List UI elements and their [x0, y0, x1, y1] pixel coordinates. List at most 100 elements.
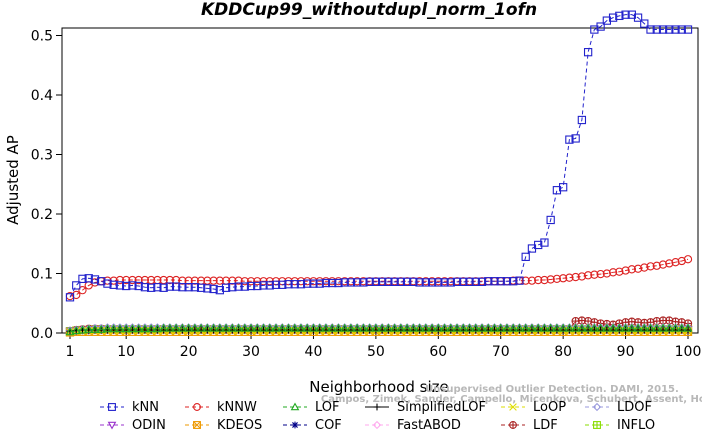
- data-point: [677, 323, 687, 332]
- data-point: [159, 283, 168, 292]
- data-point: [365, 323, 375, 332]
- data-point: [190, 283, 199, 292]
- data-point: [577, 323, 587, 332]
- data-point: [471, 323, 481, 332]
- data-point: [253, 281, 262, 291]
- data-point: [128, 281, 137, 290]
- data-point: [359, 278, 368, 287]
- data-point: [452, 277, 462, 286]
- data-point: [353, 278, 362, 287]
- data-point: [265, 281, 274, 290]
- data-point: [277, 323, 287, 332]
- data-point: [602, 16, 611, 25]
- data-point: [558, 323, 568, 332]
- data-point: [107, 421, 117, 430]
- data-point: [196, 283, 206, 292]
- data-point: [384, 277, 393, 286]
- data-point: [108, 403, 116, 411]
- data-point: [65, 293, 75, 302]
- data-point: [471, 277, 480, 286]
- watermark-line-1: Campos, Zimek, Sander, Campello, Micenko…: [321, 394, 702, 405]
- data-point: [271, 323, 281, 332]
- legend-label: FastABOD: [397, 418, 461, 433]
- legend-item-odin: ODIN: [100, 418, 166, 433]
- legend-label: COF: [315, 418, 342, 433]
- data-point: [577, 272, 587, 281]
- x-tick-label: 80: [554, 344, 572, 360]
- data-point: [209, 323, 219, 332]
- data-point: [178, 276, 187, 285]
- data-point: [303, 279, 312, 288]
- data-point: [640, 263, 649, 272]
- data-point: [240, 282, 249, 291]
- watermark-line-2: Unsupervised Outlier Detection. DAMI, 20…: [425, 384, 679, 395]
- data-point: [559, 183, 568, 192]
- data-point: [127, 324, 137, 333]
- data-point: [134, 281, 143, 291]
- legend-item-cof: COF: [283, 418, 342, 433]
- data-point: [440, 323, 450, 332]
- data-point: [90, 275, 100, 284]
- data-point: [390, 323, 400, 332]
- x-tick-label: 10: [117, 344, 135, 360]
- data-point: [309, 279, 318, 288]
- x-tick-label: 40: [305, 344, 323, 360]
- data-point: [534, 275, 543, 285]
- legend: kNN kNNW LOF SimplifiedLOF LoOP LDOF ODIN KDEOS…: [100, 400, 655, 433]
- data-point: [96, 324, 106, 333]
- data-point: [509, 403, 517, 411]
- data-point: [608, 323, 618, 332]
- data-point: [140, 283, 150, 292]
- data-point: [583, 48, 593, 57]
- data-point: [290, 280, 299, 289]
- data-point: [646, 323, 656, 332]
- data-point: [221, 323, 231, 332]
- legend-label: LDF: [533, 418, 558, 433]
- x-tick-label: 30: [242, 344, 260, 360]
- data-point: [621, 266, 630, 275]
- data-point: [253, 277, 262, 286]
- data-point: [546, 275, 555, 284]
- data-point: [122, 275, 131, 285]
- data-point: [373, 403, 381, 411]
- data-point: [252, 323, 262, 332]
- data-point: [646, 25, 655, 34]
- data-point: [402, 277, 412, 286]
- data-point: [521, 252, 530, 261]
- data-point: [683, 323, 693, 332]
- data-point: [459, 277, 468, 286]
- data-point: [115, 275, 125, 285]
- data-point: [408, 323, 418, 332]
- data-point: [65, 327, 75, 336]
- data-point: [291, 421, 299, 429]
- data-point: [521, 276, 530, 285]
- data-point: [377, 323, 387, 332]
- data-point: [302, 323, 312, 332]
- data-point: [477, 323, 487, 332]
- data-point: [489, 323, 500, 332]
- x-axis-label: Neighborhood size: [309, 378, 448, 396]
- legend-label: KDEOS: [217, 418, 262, 433]
- data-point: [502, 323, 512, 332]
- data-point: [514, 323, 524, 332]
- legend-item-fastabod: FastABOD: [365, 418, 461, 433]
- data-point: [640, 19, 649, 28]
- data-point: [234, 282, 243, 291]
- x-tick-label: 1: [66, 344, 75, 360]
- data-point: [209, 284, 218, 294]
- data-point: [240, 323, 250, 332]
- data-point: [134, 324, 144, 333]
- data-point: [683, 255, 693, 264]
- x-tick-label: 90: [617, 344, 635, 360]
- data-point: [415, 278, 424, 287]
- data-point: [190, 276, 199, 285]
- y-tick-label: 0.4: [31, 88, 53, 104]
- x-tick-label: 60: [429, 344, 447, 360]
- series-layer: [65, 10, 693, 337]
- data-point: [246, 323, 256, 332]
- data-point: [390, 277, 399, 286]
- legend-label: ODIN: [132, 418, 166, 433]
- data-point: [221, 283, 231, 292]
- data-point: [315, 279, 324, 288]
- data-point: [147, 283, 156, 292]
